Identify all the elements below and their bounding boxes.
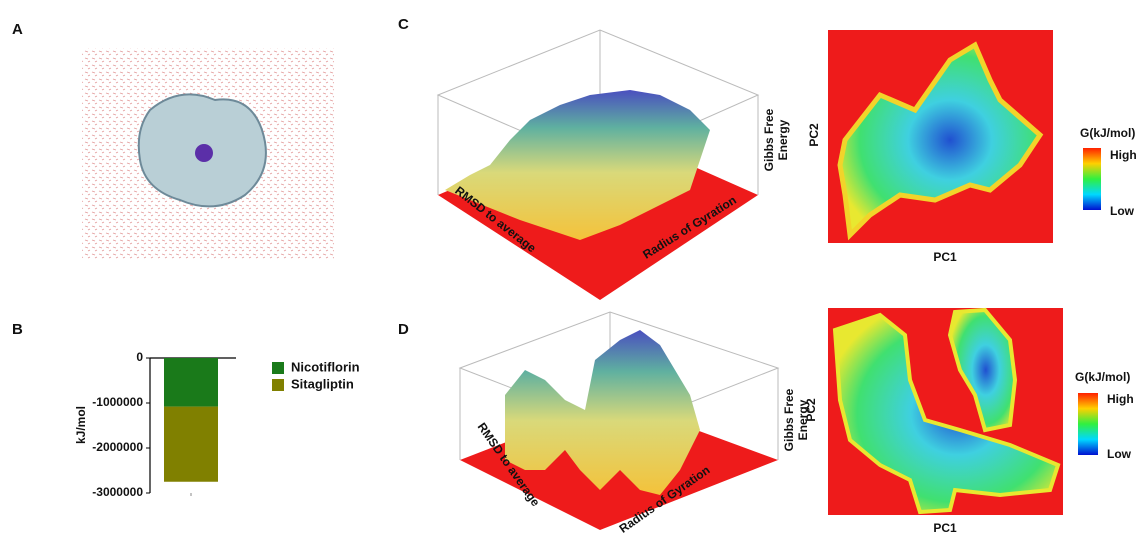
heatmap-y-label: PC2: [804, 398, 818, 422]
legend-swatch: [272, 362, 284, 374]
colorbar: [1083, 148, 1101, 210]
heatmap-x-label: PC1: [933, 250, 957, 264]
ligand: [195, 144, 213, 162]
colorbar-title: G(kJ/mol): [1075, 370, 1130, 384]
panel-label: C: [398, 16, 409, 33]
heatmap-x-label: PC1: [933, 521, 957, 535]
y-tick-label: 0: [136, 350, 143, 364]
y-axis-label: kJ/mol: [74, 406, 88, 444]
bar-segment: [164, 407, 218, 482]
colorbar-title: G(kJ/mol): [1080, 126, 1135, 140]
bar-segment: [164, 358, 218, 407]
panel-label: A: [12, 21, 23, 38]
y-tick-label: -2000000: [92, 440, 143, 454]
heatmap: PC2 PC1 G(kJ/mol) High Low: [807, 30, 1137, 264]
surface-z-label: Gibbs Free: [762, 108, 776, 171]
panel-label: D: [398, 321, 409, 338]
y-tick-label: -3000000: [92, 485, 143, 499]
figure: A B kJ/mol -3000000 -2000000 -1000000 0 Nico…: [0, 0, 1145, 538]
colorbar-high: High: [1107, 392, 1134, 406]
panel-label: B: [12, 321, 23, 338]
surface-z-label: Gibbs Free: [782, 388, 796, 451]
surface-plot: RMSD to average Radius of Gyration Gibbs…: [460, 312, 810, 536]
heatmap: PC2 PC1 G(kJ/mol) High Low: [804, 308, 1134, 535]
colorbar-high: High: [1110, 148, 1137, 162]
heatmap-y-label: PC2: [807, 123, 821, 147]
y-tick-label: -1000000: [92, 395, 143, 409]
bar-chart: -3000000 -2000000 -1000000 0 Nicotiflorin Sit…: [92, 350, 359, 499]
legend-label: Sitagliptin: [291, 376, 354, 391]
colorbar-low: Low: [1110, 204, 1135, 218]
legend-label: Nicotiflorin: [291, 359, 360, 374]
surface-z-label: Energy: [776, 119, 790, 160]
colorbar-low: Low: [1107, 447, 1132, 461]
legend-swatch: [272, 379, 284, 391]
colorbar: [1078, 393, 1098, 455]
surface-plot: RMSD to average Radius of Gyration Gibbs…: [438, 30, 790, 300]
